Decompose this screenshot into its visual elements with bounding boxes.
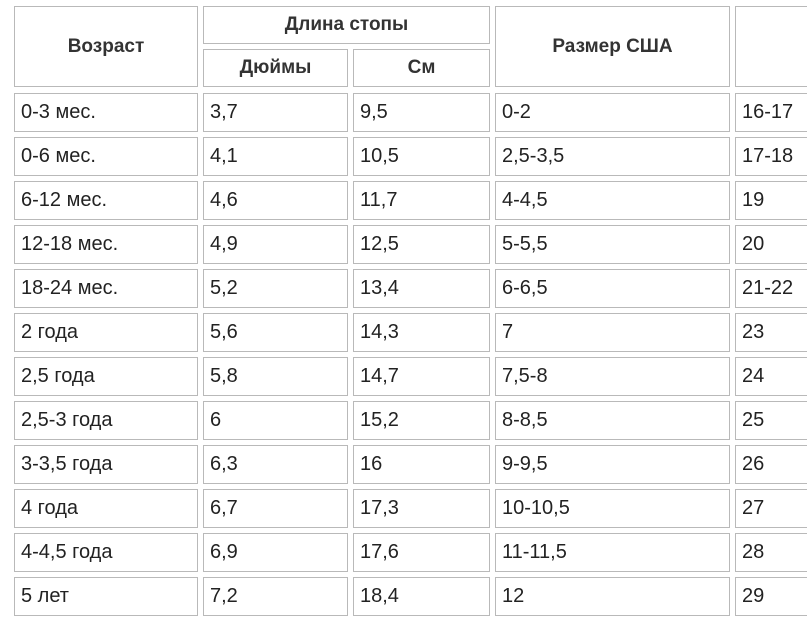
table-cell: 4-4,5 — [495, 181, 730, 220]
table-cell: 17,3 — [353, 489, 490, 528]
table-cell: 24 — [735, 357, 807, 396]
table-cell: 6-12 мес. — [14, 181, 198, 220]
table-cell: 18,4 — [353, 577, 490, 616]
table-cell: 14,7 — [353, 357, 490, 396]
table-cell: 0-2 — [495, 93, 730, 132]
table-cell: 28 — [735, 533, 807, 572]
header-cell: Длина стопы — [203, 6, 490, 44]
table-cell: 8-8,5 — [495, 401, 730, 440]
table-cell: 18-24 мес. — [14, 269, 198, 308]
header-cell: См — [353, 49, 490, 87]
table-cell: 4,1 — [203, 137, 348, 176]
table-cell: 27 — [735, 489, 807, 528]
table-cell: 21-22 — [735, 269, 807, 308]
table-cell: 5 лет — [14, 577, 198, 616]
table-cell: 11,7 — [353, 181, 490, 220]
header-cell: Дюймы — [203, 49, 348, 87]
table-cell: 10,5 — [353, 137, 490, 176]
table-cell: 6 — [203, 401, 348, 440]
table-cell: 4,9 — [203, 225, 348, 264]
table-cell: 16 — [353, 445, 490, 484]
table-cell: 5,6 — [203, 313, 348, 352]
table-cell: 2 года — [14, 313, 198, 352]
table-cell: 2,5-3 года — [14, 401, 198, 440]
table-cell: 17,6 — [353, 533, 490, 572]
table-cell: 5,2 — [203, 269, 348, 308]
table-cell: 4-4,5 года — [14, 533, 198, 572]
table-cell: 6,9 — [203, 533, 348, 572]
table-cell: 4,6 — [203, 181, 348, 220]
table-cell: 7,2 — [203, 577, 348, 616]
table-cell: 14,3 — [353, 313, 490, 352]
table-cell: 23 — [735, 313, 807, 352]
table-cell: 17-18 — [735, 137, 807, 176]
table-cell: 11-11,5 — [495, 533, 730, 572]
table-cell: 19 — [735, 181, 807, 220]
table-cell: 0-6 мес. — [14, 137, 198, 176]
table-cell: 12 — [495, 577, 730, 616]
table-cell: 9-9,5 — [495, 445, 730, 484]
table-cell: 3,7 — [203, 93, 348, 132]
table-cell: 16-17 — [735, 93, 807, 132]
table-cell: 0-3 мес. — [14, 93, 198, 132]
table-cell: 2,5-3,5 — [495, 137, 730, 176]
table-cell: 3-3,5 года — [14, 445, 198, 484]
table-cell: 13,4 — [353, 269, 490, 308]
table-cell: 12,5 — [353, 225, 490, 264]
header-cell: Размер США — [495, 6, 730, 87]
header-cell: Возраст — [14, 6, 198, 87]
table-cell: 2,5 года — [14, 357, 198, 396]
table-cell: 10-10,5 — [495, 489, 730, 528]
table-cell: 6,3 — [203, 445, 348, 484]
table-cell: 7 — [495, 313, 730, 352]
table-cell: 20 — [735, 225, 807, 264]
table-cell: 15,2 — [353, 401, 490, 440]
table-cell: 6,7 — [203, 489, 348, 528]
table-cell: 26 — [735, 445, 807, 484]
table-cell: 6-6,5 — [495, 269, 730, 308]
table-cell: 29 — [735, 577, 807, 616]
table-cell: 5-5,5 — [495, 225, 730, 264]
table-cell: 12-18 мес. — [14, 225, 198, 264]
table-cell: 7,5-8 — [495, 357, 730, 396]
header-cell — [735, 6, 807, 87]
table-cell: 5,8 — [203, 357, 348, 396]
table-cell: 4 года — [14, 489, 198, 528]
table-cell: 25 — [735, 401, 807, 440]
table-cell: 9,5 — [353, 93, 490, 132]
